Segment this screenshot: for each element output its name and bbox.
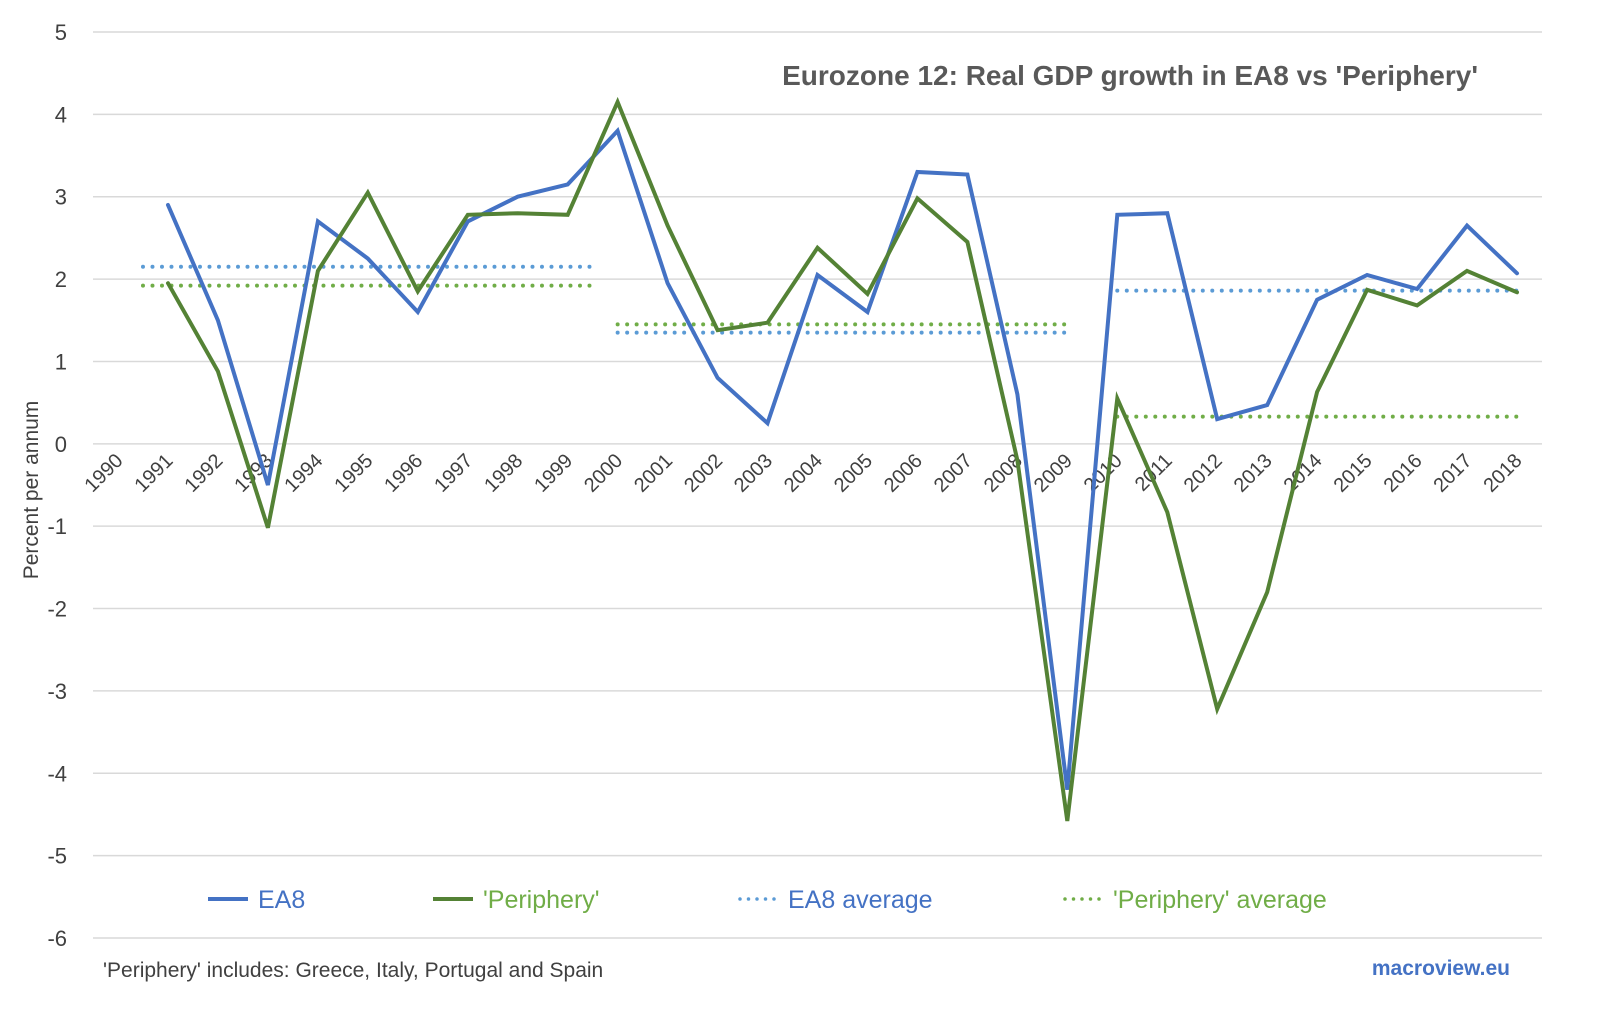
x-tick-label: 1997 [430, 450, 477, 497]
x-tick-label: 2018 [1480, 450, 1527, 497]
y-tick-label: -1 [47, 514, 67, 539]
gridlines [93, 31, 1542, 939]
chart-title: Eurozone 12: Real GDP growth in EA8 vs '… [782, 60, 1478, 91]
y-tick-label: 1 [55, 349, 67, 374]
x-tick-label: 2009 [1030, 450, 1077, 497]
x-tick-label: 1992 [180, 450, 227, 497]
x-tick-label: 1991 [130, 450, 177, 497]
x-tick-label: 2001 [630, 450, 677, 497]
y-tick-label: -5 [47, 844, 67, 869]
y-tick-label: 2 [55, 267, 67, 292]
legend-label: EA8 [258, 886, 305, 914]
x-tick-label: 1998 [480, 450, 527, 497]
y-tick-label: -2 [47, 597, 67, 622]
legend-label: EA8 average [788, 886, 933, 914]
x-tick-label: 2011 [1131, 450, 1177, 496]
x-tick-label: 1999 [530, 450, 577, 497]
x-tick-label: 2013 [1230, 450, 1277, 497]
y-tick-label: 5 [55, 20, 67, 45]
x-tick-label: 2010 [1080, 450, 1127, 497]
x-tick-label: 1990 [81, 450, 128, 497]
x-tick-label: 2000 [580, 450, 627, 497]
x-tick-label: 1995 [330, 450, 377, 497]
x-axis-ticks: 1990 1991 1992 1993 1994 1995 1996 1997 1998 1999… [81, 450, 1527, 497]
legend-label: 'Periphery' [483, 886, 600, 914]
x-tick-label: 2003 [730, 450, 777, 497]
legend-label: 'Periphery' average [1113, 886, 1327, 914]
x-tick-label: 2015 [1330, 450, 1377, 497]
series-line-periphery [166, 96, 1519, 822]
y-tick-label: 0 [55, 432, 67, 457]
y-tick-label: -4 [47, 761, 67, 786]
series-line-ea8 [166, 126, 1519, 790]
x-tick-label: 2007 [930, 450, 977, 497]
legend: EA8 'Periphery' EA8 average 'Periphery' ave… [208, 886, 1327, 914]
legend-item: 'Periphery' [433, 886, 600, 914]
y-tick-label: -6 [47, 926, 67, 951]
footnote: 'Periphery' includes: Greece, Italy, Por… [103, 959, 603, 982]
y-tick-label: -3 [47, 679, 67, 704]
x-tick-label: 2012 [1180, 450, 1227, 497]
x-tick-label: 1996 [380, 450, 427, 497]
legend-item: EA8 [208, 886, 305, 914]
x-tick-label: 2002 [680, 450, 727, 497]
x-tick-label: 2006 [880, 450, 927, 497]
y-axis-ticks: 5 4 3 2 1 0 -1 -2 -3 -4 -5 -6 [47, 20, 67, 951]
y-axis-label: Percent per annum [20, 401, 43, 580]
x-tick-label: 1994 [280, 450, 327, 497]
x-tick-label: 2014 [1280, 450, 1327, 497]
legend-item: 'Periphery' average [1063, 886, 1327, 914]
y-tick-label: 4 [55, 102, 67, 127]
source-label: macroview.eu [1372, 957, 1510, 980]
average-lines [140, 264, 1519, 419]
legend-item: EA8 average [738, 886, 933, 914]
x-tick-label: 2004 [780, 450, 827, 497]
series-lines [166, 96, 1519, 822]
y-tick-label: 3 [55, 185, 67, 210]
x-tick-label: 2005 [830, 450, 877, 497]
x-tick-label: 2017 [1430, 450, 1477, 497]
x-tick-label: 2016 [1380, 450, 1427, 497]
